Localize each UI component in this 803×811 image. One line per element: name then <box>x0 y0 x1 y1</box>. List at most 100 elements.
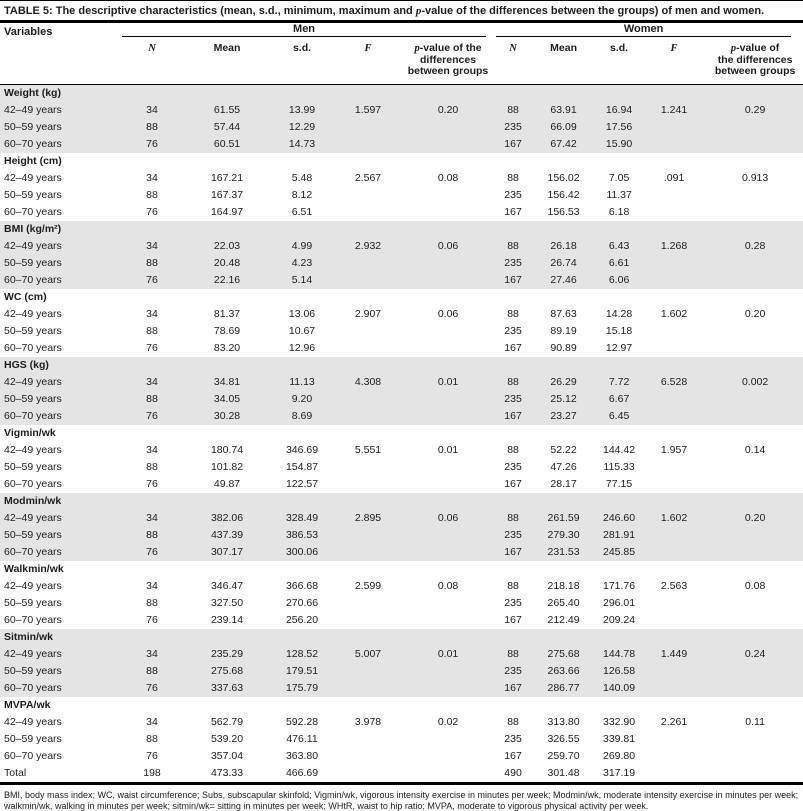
value-cell: 88 <box>496 238 531 255</box>
value-cell: 167 <box>504 614 522 626</box>
value-cell <box>707 476 803 493</box>
value-cell: 128.52 <box>268 646 336 663</box>
value-cell: 27.46 <box>530 272 598 289</box>
value-cell: 209.24 <box>603 614 636 626</box>
age-range-label: 60–70 years <box>0 272 118 289</box>
value-cell <box>707 119 803 136</box>
age-range-label: 42–49 years <box>4 580 62 592</box>
value-cell <box>707 272 803 289</box>
age-range-label: 60–70 years <box>0 680 118 697</box>
value-cell: 179.51 <box>268 663 336 680</box>
age-range-label: 42–49 years <box>0 510 118 527</box>
value-cell: 13.99 <box>268 102 336 119</box>
value-cell: 327.50 <box>210 597 244 609</box>
value-cell: 562.79 <box>210 716 244 728</box>
value-cell: 167 <box>504 750 522 762</box>
value-cell <box>641 391 708 408</box>
value-cell: 144.78 <box>597 646 642 663</box>
value-cell: 88 <box>507 580 519 592</box>
value-cell: 76 <box>146 750 158 762</box>
value-cell: 235 <box>504 461 522 473</box>
value-cell: 76 <box>118 136 186 153</box>
table-row: 60–70 years 76 83.20 12.96 167 90.89 12.97 <box>0 340 803 357</box>
value-cell <box>336 136 400 153</box>
value-cell <box>400 119 497 136</box>
value-cell <box>400 255 497 272</box>
value-cell: 218.18 <box>547 580 580 592</box>
value-cell: 235 <box>504 325 522 337</box>
value-cell <box>400 765 496 784</box>
value-cell <box>707 544 803 561</box>
table-row: 60–70 years 76 307.17 300.06 167 231.53 245.85 <box>0 544 803 561</box>
value-cell <box>336 476 400 493</box>
value-cell <box>400 595 496 612</box>
value-cell: 76 <box>118 544 186 561</box>
value-cell: 473.33 <box>210 767 244 779</box>
value-cell <box>707 408 803 425</box>
value-cell: 2.907 <box>354 308 382 320</box>
value-cell: 6.43 <box>597 238 642 255</box>
value-cell <box>336 680 400 697</box>
value-cell: 366.68 <box>285 580 319 592</box>
value-cell: 6.61 <box>597 255 642 272</box>
value-cell <box>707 731 803 748</box>
value-cell: 90.89 <box>550 342 577 354</box>
value-cell: 22.03 <box>186 238 268 255</box>
value-cell: 154.87 <box>285 461 319 473</box>
value-cell: 382.06 <box>186 510 268 527</box>
value-cell: 167 <box>504 206 522 218</box>
value-cell: 164.97 <box>210 206 244 218</box>
value-cell: 2.563 <box>660 580 688 592</box>
value-cell: 34 <box>118 102 186 119</box>
value-cell: 0.24 <box>707 646 803 663</box>
value-cell: 1.268 <box>641 238 708 255</box>
value-cell <box>641 680 708 697</box>
value-cell: 1.957 <box>660 444 688 456</box>
value-cell: 76 <box>146 342 158 354</box>
table-row: 50–59 years 88 78.69 10.67 235 89.19 15.18 <box>0 323 803 340</box>
value-cell: 1.602 <box>641 510 708 527</box>
age-range-label: 42–49 years <box>0 646 118 663</box>
value-cell: 88 <box>507 172 519 184</box>
age-range-label: 60–70 years <box>4 750 62 762</box>
value-cell <box>400 323 496 340</box>
variable-group-label: Modmin/wk <box>0 493 803 510</box>
value-cell: 22.16 <box>186 272 268 289</box>
value-cell <box>641 255 708 272</box>
age-range-label: 60–70 years <box>4 342 62 354</box>
value-cell: 167 <box>496 408 531 425</box>
value-cell <box>707 459 803 476</box>
value-cell: 88 <box>496 374 531 391</box>
value-cell <box>336 408 400 425</box>
age-range-label: 60–70 years <box>4 206 62 218</box>
value-cell: 34 <box>146 716 158 728</box>
value-cell <box>641 323 707 340</box>
value-cell <box>400 544 497 561</box>
value-cell <box>641 544 708 561</box>
value-cell <box>707 204 803 221</box>
value-cell: 167 <box>504 342 522 354</box>
value-cell: 88 <box>118 663 186 680</box>
value-cell <box>336 595 400 612</box>
value-cell: 34.81 <box>186 374 268 391</box>
value-cell: 239.14 <box>210 614 244 626</box>
value-cell: 0.29 <box>707 102 803 119</box>
value-cell: 26.74 <box>530 255 598 272</box>
value-cell <box>641 204 707 221</box>
value-cell: 256.20 <box>285 614 319 626</box>
header-group-row: Variables Men Women <box>0 23 803 85</box>
value-cell: 88 <box>146 325 158 337</box>
value-cell: 198 <box>143 767 161 779</box>
value-cell: 6.528 <box>641 374 708 391</box>
value-cell <box>336 527 400 544</box>
age-range-label: 42–49 years <box>0 102 118 119</box>
age-range-label: 42–49 years <box>4 716 62 728</box>
value-cell <box>336 731 400 748</box>
variable-group-label: HGS (kg) <box>0 357 803 374</box>
value-cell <box>336 459 400 476</box>
value-cell <box>641 272 708 289</box>
value-cell: 8.69 <box>268 408 336 425</box>
value-cell: 171.76 <box>603 580 636 592</box>
table-row: 42–49 years 34 34.81 11.13 4.308 0.01 88 26.29 7… <box>0 374 803 391</box>
